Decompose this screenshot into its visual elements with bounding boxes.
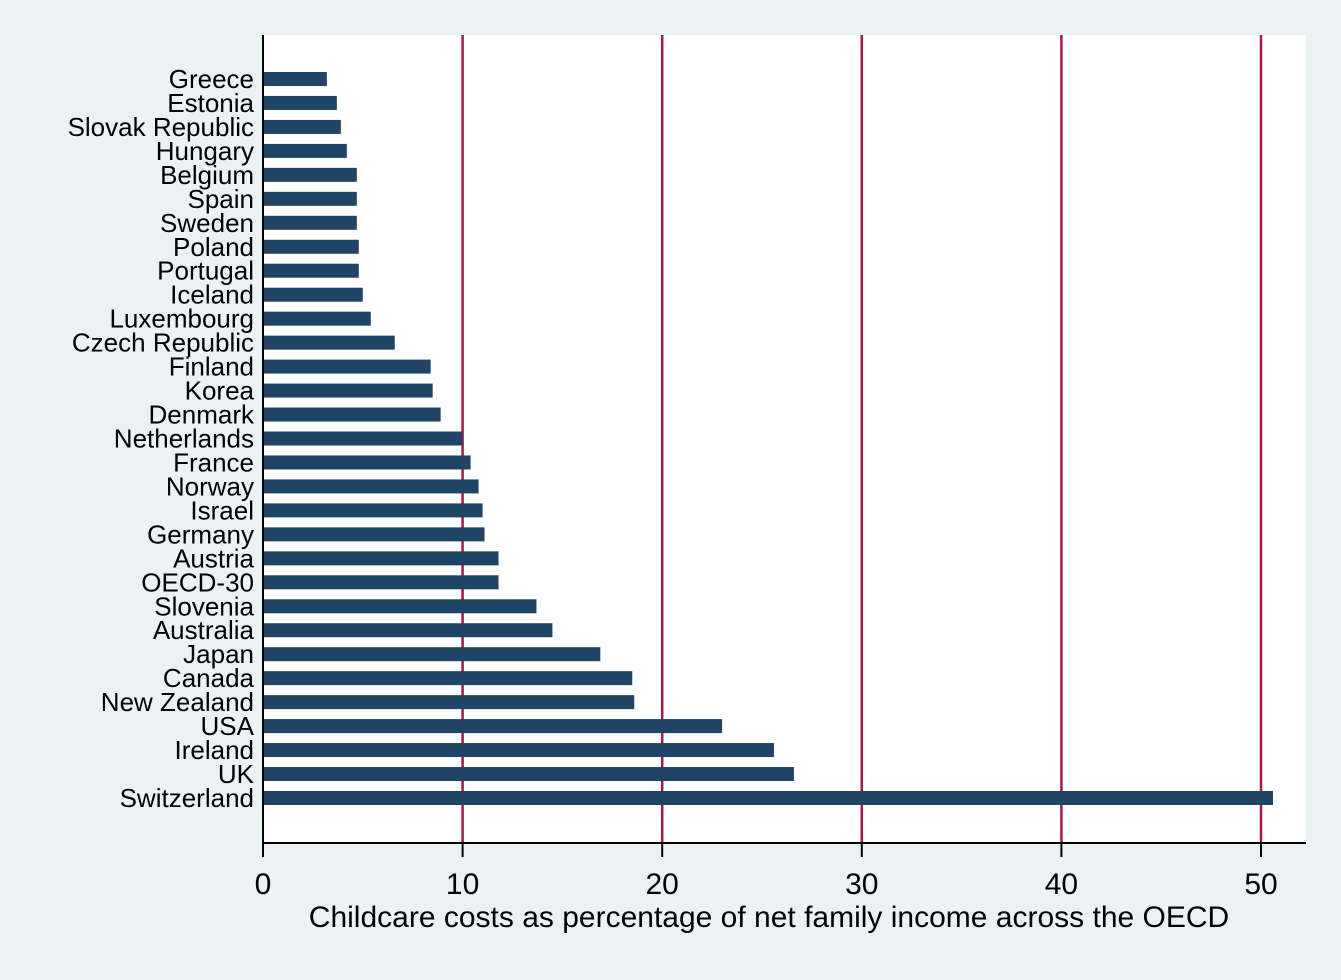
bar-belgium (263, 167, 357, 182)
bar-portugal (263, 263, 359, 278)
bar-greece (263, 72, 327, 86)
category-label: Denmark (149, 400, 255, 430)
bar-japan (263, 647, 601, 662)
bar-switzerland (263, 791, 1273, 805)
tick-label: 50 (1244, 868, 1277, 901)
category-label: Estonia (167, 88, 254, 118)
category-label: Norway (166, 471, 254, 501)
category-label: Netherlands (114, 424, 254, 454)
category-label: Slovenia (154, 591, 254, 621)
bar-slovak-republic (263, 119, 341, 134)
category-label: Greece (169, 64, 254, 94)
tick-label: 10 (446, 868, 479, 901)
category-label: Slovak Republic (68, 112, 254, 142)
category-label: France (173, 447, 254, 477)
bar-germany (263, 527, 485, 542)
tick-label: 20 (646, 868, 679, 901)
bar-estonia (263, 95, 337, 110)
bar-oecd-30 (263, 575, 499, 590)
bar-korea (263, 383, 433, 398)
bar-poland (263, 239, 359, 254)
bar-spain (263, 191, 357, 206)
category-label: Luxembourg (109, 304, 254, 334)
bar-finland (263, 359, 431, 374)
bar-france (263, 455, 471, 470)
bar-norway (263, 479, 479, 494)
category-label: UK (218, 759, 255, 789)
bar-australia (263, 623, 553, 638)
bar-sweden (263, 215, 357, 230)
bar-hungary (263, 143, 347, 158)
tick-label: 40 (1045, 868, 1078, 901)
category-label: Austria (173, 543, 254, 573)
bar-usa (263, 719, 723, 734)
bar-luxembourg (263, 311, 371, 326)
category-label: Poland (173, 232, 254, 262)
category-label: Finland (169, 352, 254, 382)
bar-czech-republic (263, 335, 395, 350)
bar-austria (263, 551, 499, 566)
category-label: OECD-30 (141, 567, 254, 597)
bar-ireland (263, 743, 774, 758)
axes (262, 35, 1306, 844)
category-label: Portugal (157, 256, 254, 286)
category-label: Iceland (170, 280, 254, 310)
category-label: Israel (190, 495, 254, 525)
tick-label: 0 (255, 868, 272, 901)
category-label: Czech Republic (72, 328, 254, 358)
bars (263, 72, 1273, 805)
x-axis-title: Childcare costs as percentage of net fam… (309, 901, 1229, 934)
category-label: Spain (188, 184, 255, 214)
category-label: Belgium (160, 160, 254, 190)
bar-iceland (263, 287, 363, 302)
category-label: Hungary (156, 136, 254, 166)
bar-israel (263, 503, 483, 518)
bar-new-zealand (263, 695, 635, 710)
bar-denmark (263, 407, 441, 422)
category-label: Ireland (175, 735, 255, 765)
bar-uk (263, 767, 794, 782)
category-label: Korea (185, 376, 255, 406)
category-label: Switzerland (120, 783, 254, 813)
category-label: USA (201, 711, 255, 741)
bar-slovenia (263, 599, 537, 614)
category-label: Sweden (160, 208, 254, 238)
category-label: New Zealand (101, 687, 254, 717)
category-label: Germany (147, 519, 254, 549)
bar-netherlands (263, 431, 463, 446)
x-ticks: 0 10 20 30 40 50 (255, 843, 1278, 901)
category-label: Australia (153, 615, 255, 645)
bar-canada (263, 671, 633, 686)
category-label: Japan (183, 639, 254, 669)
tick-label: 30 (845, 868, 878, 901)
category-label: Canada (163, 663, 255, 693)
